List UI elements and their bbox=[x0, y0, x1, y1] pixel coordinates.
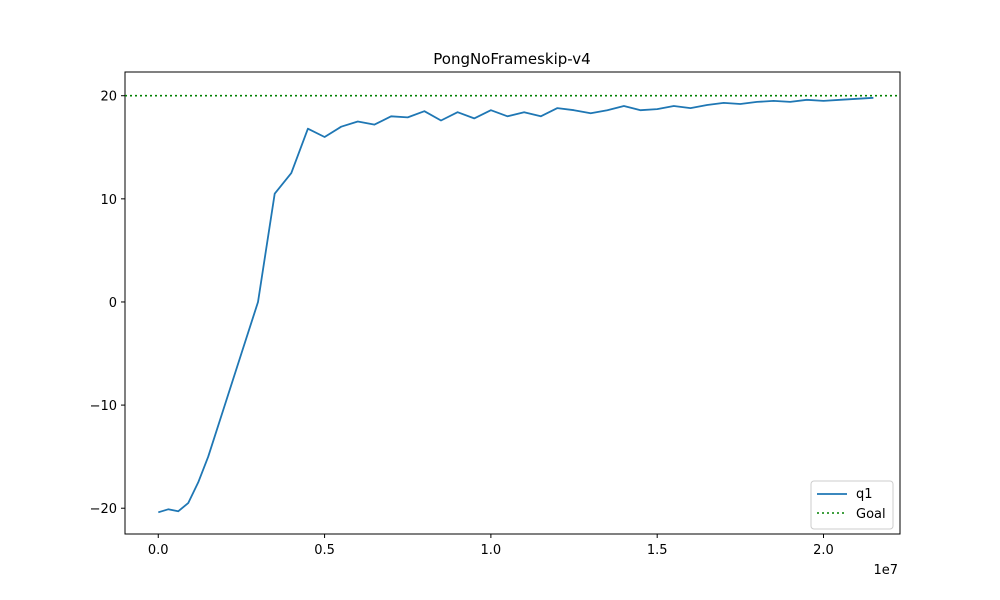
y-tick-label: 0 bbox=[109, 296, 117, 311]
y-axis-ticks: −20 −10 0 10 20 bbox=[90, 90, 125, 517]
legend-q1-label: q1 bbox=[856, 487, 873, 502]
y-tick-label: 20 bbox=[100, 90, 117, 105]
legend-box bbox=[810, 480, 894, 530]
x-axis-ticks: 0.0 0.5 1.0 1.5 2.0 bbox=[148, 534, 834, 558]
y-tick-label: −20 bbox=[90, 502, 117, 517]
y-tick-label: 10 bbox=[100, 193, 117, 208]
plot-area bbox=[124, 71, 901, 535]
chart-title: PongNoFrameskip-v4 bbox=[433, 50, 590, 68]
x-tick-label: 0.0 bbox=[148, 543, 169, 558]
x-tick-label: 2.0 bbox=[813, 543, 834, 558]
x-tick-label: 0.5 bbox=[314, 543, 335, 558]
y-tick-label: −10 bbox=[90, 399, 117, 414]
legend-goal-label: Goal bbox=[856, 507, 886, 522]
legend: q1 Goal bbox=[810, 480, 894, 530]
x-tick-label: 1.0 bbox=[481, 543, 502, 558]
x-offset-label: 1e7 bbox=[873, 563, 898, 578]
q1-line bbox=[158, 96, 874, 514]
x-tick-label: 1.5 bbox=[647, 543, 668, 558]
axes-frame bbox=[124, 71, 901, 535]
